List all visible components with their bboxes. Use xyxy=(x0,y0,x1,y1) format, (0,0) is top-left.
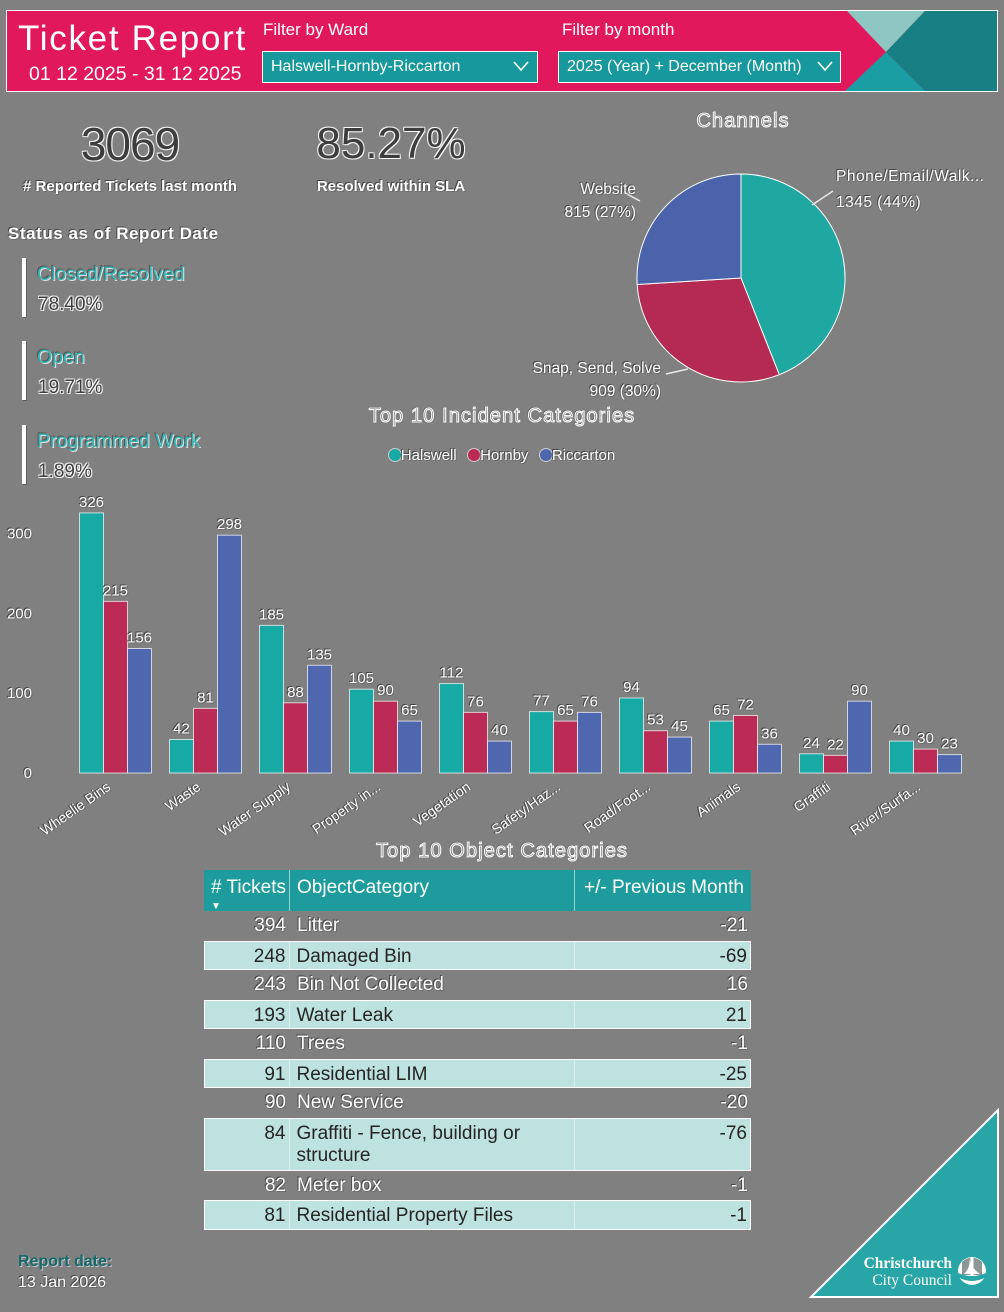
svg-text:215: 215 xyxy=(103,582,128,599)
svg-text:36: 36 xyxy=(761,725,778,742)
svg-text:135: 135 xyxy=(307,646,332,663)
svg-text:Safety/Haz...: Safety/Haz... xyxy=(488,778,563,837)
svg-text:94: 94 xyxy=(623,679,640,696)
svg-text:Vegetation: Vegetation xyxy=(410,778,473,829)
svg-text:90: 90 xyxy=(851,682,868,699)
svg-text:Road/Foot...: Road/Foot... xyxy=(581,778,653,835)
svg-text:Animals: Animals xyxy=(693,778,743,820)
svg-text:22: 22 xyxy=(827,736,844,753)
svg-text:53: 53 xyxy=(647,712,664,729)
svg-text:Waste: Waste xyxy=(162,778,203,814)
svg-text:100: 100 xyxy=(7,685,32,702)
svg-text:45: 45 xyxy=(671,718,688,735)
svg-text:40: 40 xyxy=(893,722,910,739)
svg-text:Water Supply: Water Supply xyxy=(216,778,294,839)
svg-text:65: 65 xyxy=(401,702,418,719)
svg-text:88: 88 xyxy=(287,684,304,701)
svg-text:Graffiti: Graffiti xyxy=(790,778,833,815)
svg-text:76: 76 xyxy=(581,693,598,710)
svg-text:185: 185 xyxy=(259,606,284,623)
svg-text:40: 40 xyxy=(491,722,508,739)
svg-text:65: 65 xyxy=(713,702,730,719)
svg-text:72: 72 xyxy=(737,697,754,714)
svg-text:Wheelie Bins: Wheelie Bins xyxy=(37,778,113,838)
svg-text:326: 326 xyxy=(79,494,104,511)
svg-text:90: 90 xyxy=(377,682,394,699)
svg-text:24: 24 xyxy=(803,735,820,752)
svg-text:65: 65 xyxy=(557,702,574,719)
svg-text:Christchurch: Christchurch xyxy=(864,1255,953,1272)
svg-text:42: 42 xyxy=(173,721,190,738)
svg-text:300: 300 xyxy=(7,526,32,543)
svg-text:112: 112 xyxy=(440,665,464,682)
svg-text:200: 200 xyxy=(7,605,32,622)
svg-text:River/Surfa...: River/Surfa... xyxy=(847,778,923,838)
svg-text:City Council: City Council xyxy=(872,1272,952,1289)
svg-text:0: 0 xyxy=(24,765,32,782)
svg-text:298: 298 xyxy=(217,516,242,533)
svg-text:76: 76 xyxy=(467,693,484,710)
svg-text:30: 30 xyxy=(917,730,934,747)
svg-text:23: 23 xyxy=(941,736,958,753)
svg-text:77: 77 xyxy=(533,693,550,710)
svg-text:156: 156 xyxy=(127,630,152,647)
svg-text:81: 81 xyxy=(197,689,214,706)
svg-text:Property in...: Property in... xyxy=(309,778,383,837)
svg-text:105: 105 xyxy=(349,670,374,687)
